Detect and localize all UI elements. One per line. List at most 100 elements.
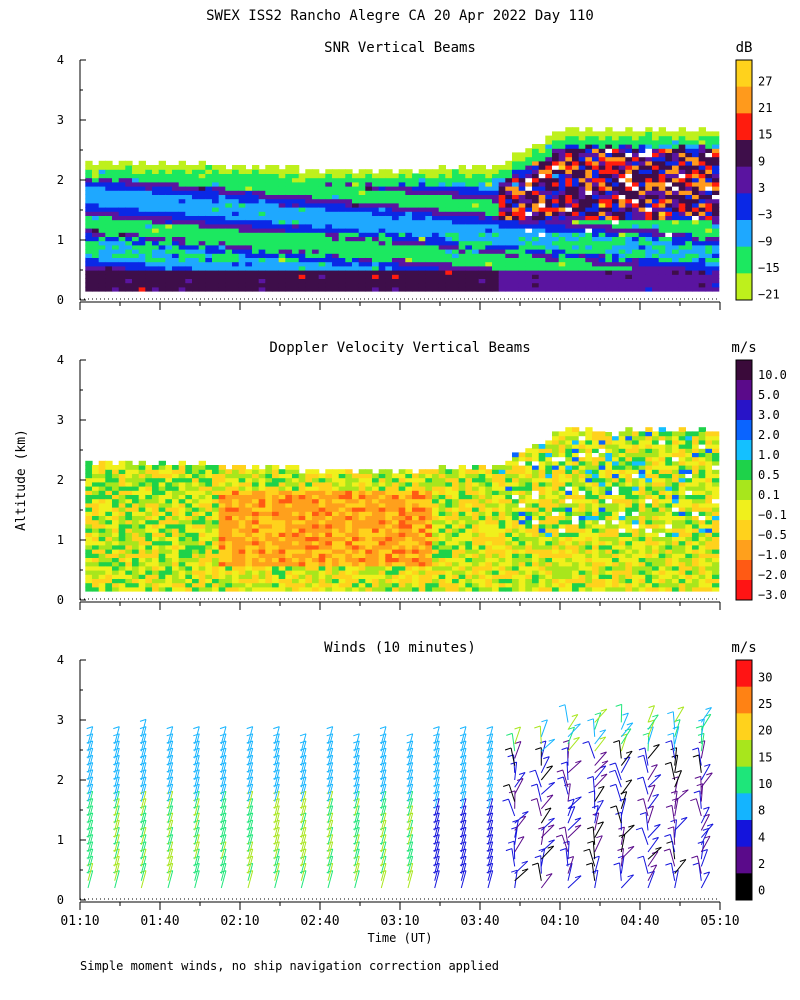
doppler-cell <box>272 477 280 483</box>
snr-cell <box>452 274 460 279</box>
snr-cell <box>432 274 440 279</box>
snr-cell <box>425 274 433 279</box>
doppler-cell <box>452 532 460 537</box>
snr-cell <box>318 207 326 212</box>
snr-cell <box>572 219 580 225</box>
snr-cell <box>685 244 693 250</box>
snr-cell <box>665 198 673 204</box>
doppler-cell <box>125 469 133 474</box>
doppler-cell <box>105 549 113 554</box>
snr-cell <box>232 207 240 212</box>
doppler-cell <box>85 536 93 542</box>
snr-cell <box>145 169 153 174</box>
snr-cell <box>605 148 613 153</box>
snr-cell <box>318 244 326 250</box>
snr-cell <box>652 131 660 137</box>
snr-cell <box>245 169 253 174</box>
snr-cell <box>658 211 666 216</box>
snr-cell <box>592 286 600 292</box>
snr-cell <box>712 228 720 233</box>
snr-cell <box>112 228 120 233</box>
doppler-cell <box>212 481 220 487</box>
doppler-cell <box>245 549 253 554</box>
snr-cell <box>292 173 300 179</box>
snr-cell <box>652 270 660 275</box>
snr-cell <box>465 282 473 288</box>
snr-cell <box>472 181 480 187</box>
snr-cell <box>218 207 226 212</box>
snr-cell <box>272 219 280 225</box>
doppler-cell <box>218 549 226 554</box>
doppler-cell <box>285 523 293 529</box>
doppler-cell <box>292 473 300 479</box>
snr-cell <box>652 244 660 250</box>
snr-cell <box>445 249 453 254</box>
snr-cell <box>605 244 613 250</box>
doppler-cell <box>498 582 506 588</box>
doppler-cell <box>372 519 380 525</box>
snr-cell <box>158 169 166 174</box>
snr-cell <box>292 249 300 254</box>
doppler-cell <box>152 586 160 592</box>
doppler-cell <box>445 553 453 558</box>
snr-cell <box>418 169 426 174</box>
snr-cell <box>345 236 353 242</box>
doppler-cell <box>465 540 473 546</box>
snr-cell <box>592 257 600 263</box>
snr-cell <box>232 278 240 284</box>
doppler-cell <box>318 544 326 550</box>
snr-cell <box>218 236 226 242</box>
snr-cell <box>532 265 540 271</box>
snr-cell <box>378 169 386 174</box>
snr-cell <box>298 228 306 233</box>
doppler-cell <box>385 507 393 512</box>
doppler-cell <box>358 574 366 579</box>
doppler-cell <box>278 553 286 558</box>
snr-cell <box>125 286 133 292</box>
snr-cell <box>138 207 146 212</box>
snr-cell <box>585 198 593 204</box>
snr-cell <box>512 244 520 250</box>
snr-cell <box>618 144 626 149</box>
doppler-cell <box>185 528 193 533</box>
doppler-cell <box>305 574 313 579</box>
snr-cell <box>398 265 406 271</box>
doppler-cell <box>478 477 486 483</box>
doppler-cell <box>178 553 186 558</box>
snr-cell <box>572 127 580 132</box>
doppler-cell <box>178 578 186 584</box>
snr-cell <box>198 249 206 254</box>
snr-cell <box>458 240 466 246</box>
snr-cell <box>165 173 173 179</box>
snr-cell <box>392 249 400 254</box>
snr-cell <box>505 240 513 246</box>
snr-cell <box>558 236 566 242</box>
snr-cell <box>352 215 360 221</box>
doppler-cell <box>365 582 373 588</box>
snr-cell <box>465 169 473 174</box>
snr-cell <box>618 223 626 229</box>
doppler-cell <box>298 561 306 567</box>
snr-cell <box>558 173 566 179</box>
snr-cell <box>158 215 166 221</box>
snr-cell <box>352 286 360 292</box>
snr-cell <box>338 207 346 212</box>
snr-cell <box>352 270 360 275</box>
snr-cell <box>578 135 586 141</box>
snr-cell <box>218 211 226 216</box>
doppler-cell <box>372 544 380 550</box>
doppler-cell <box>165 502 173 508</box>
snr-cell <box>358 228 366 233</box>
doppler-cell <box>138 553 146 558</box>
doppler-cell <box>238 536 246 542</box>
snr-cell <box>192 244 200 250</box>
doppler-cell <box>92 544 100 550</box>
snr-cell <box>145 282 153 288</box>
doppler-cell <box>485 490 493 495</box>
doppler-cell <box>238 553 246 558</box>
snr-cell <box>385 270 393 275</box>
doppler-cell <box>205 528 213 533</box>
snr-cell <box>638 156 646 162</box>
doppler-cell <box>105 481 113 487</box>
snr-cell <box>152 240 160 246</box>
